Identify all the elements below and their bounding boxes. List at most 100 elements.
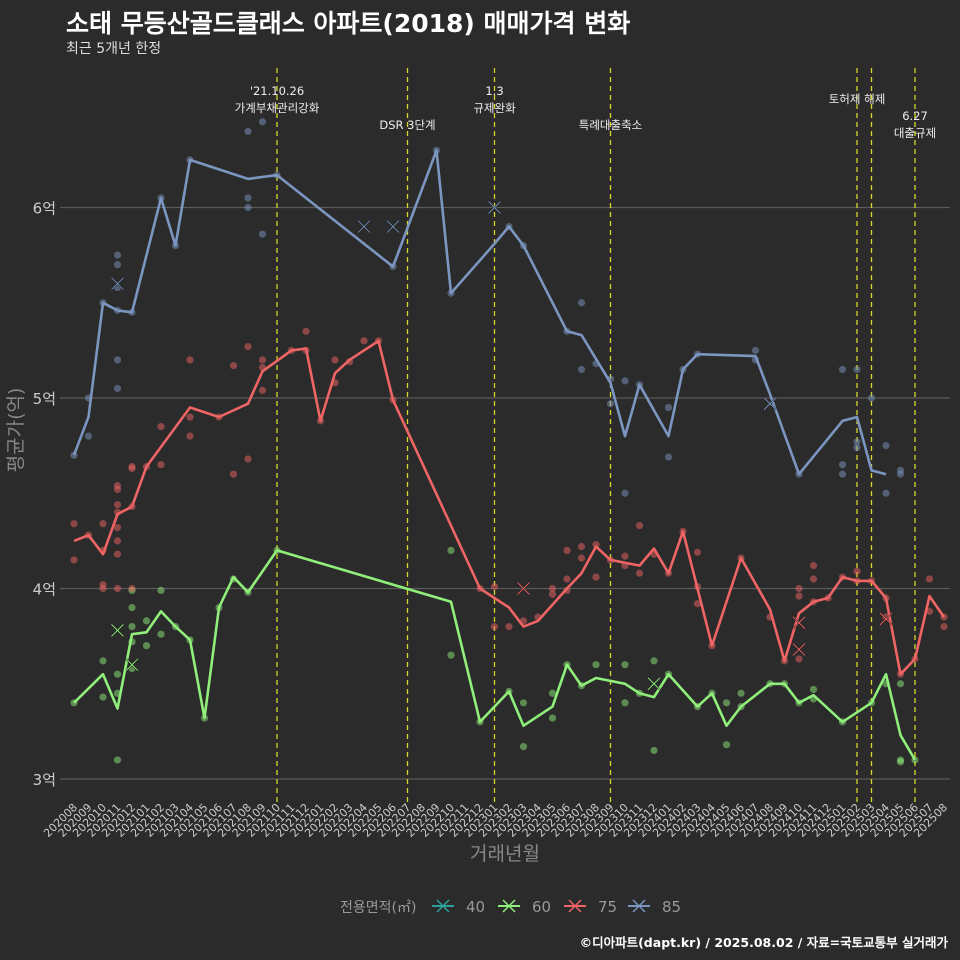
chart-subtitle: 최근 5개년 한정	[66, 41, 162, 57]
data-point-85	[867, 394, 876, 402]
data-point-85	[113, 251, 122, 259]
cancelled-marker-85	[386, 219, 400, 234]
data-point-75	[128, 584, 136, 593]
cancelled-marker-75	[792, 642, 806, 657]
data-point-75	[244, 455, 252, 463]
data-point-60	[650, 746, 658, 755]
data-point-75	[113, 584, 122, 593]
cancelled-marker-85	[357, 219, 371, 234]
y-tick-label: 5억	[33, 390, 56, 408]
chart-title: 소태 무등산골드클래스 아파트(2018) 매매가격 변화	[66, 9, 631, 38]
data-point-60	[128, 623, 136, 631]
data-point-60	[113, 670, 122, 678]
data-point-85	[882, 489, 890, 497]
data-point-85	[244, 203, 252, 212]
y-axis-label: 평균가(억)	[5, 388, 27, 473]
data-point-75	[186, 356, 194, 364]
data-point-75	[809, 575, 818, 583]
cancelled-stroke	[357, 220, 371, 233]
cancelled-stroke	[386, 220, 400, 233]
data-point-85	[664, 403, 673, 412]
cancelled-stroke	[792, 643, 806, 656]
data-point-85	[258, 230, 267, 238]
data-point-75	[229, 470, 238, 478]
y-tick-label: 3억	[33, 771, 56, 789]
legend-swatch-x	[502, 899, 516, 913]
data-point-60	[722, 741, 731, 749]
data-point-75	[157, 461, 165, 469]
data-point-60	[896, 680, 905, 688]
data-point-85	[113, 261, 122, 269]
event-label: 6.27	[902, 109, 928, 123]
data-point-75	[548, 590, 557, 598]
data-point-75	[490, 623, 499, 631]
data-point-60	[113, 756, 122, 764]
data-point-75	[113, 537, 122, 545]
event-label: 특례대출축소	[579, 118, 642, 132]
data-point-75	[113, 523, 122, 532]
data-point-75	[113, 550, 122, 558]
data-point-75	[70, 556, 78, 564]
data-point-75	[693, 548, 702, 556]
data-point-75	[331, 356, 339, 364]
cancelled-marker-75	[516, 581, 531, 596]
data-point-75	[244, 342, 252, 351]
data-point-85	[606, 400, 615, 408]
cancelled-marker-85	[763, 397, 777, 411]
cancelled-marker-60	[647, 677, 661, 691]
source-footer: ©디아파트(dapt.kr) / 2025.08.02 / 자료=국토교통부 실…	[579, 935, 948, 950]
series-line-85	[72, 149, 887, 476]
data-point-85	[113, 356, 122, 364]
data-point-75	[795, 655, 803, 663]
data-point-85	[896, 470, 905, 478]
y-tick-label: 6억	[33, 200, 56, 218]
data-point-85	[853, 443, 861, 452]
data-point-85	[751, 346, 760, 354]
event-label: 가계부채관리강화	[235, 101, 320, 115]
data-point-60	[621, 699, 629, 707]
event-label: 규제완화	[473, 101, 516, 115]
cancelled-stroke	[763, 397, 777, 411]
data-point-60	[99, 693, 107, 701]
data-point-75	[548, 584, 557, 593]
legend-label: 75	[598, 898, 617, 916]
data-point-60	[722, 699, 731, 707]
data-point-75	[99, 581, 107, 589]
data-point-60	[519, 699, 528, 707]
legend-swatch-x	[632, 899, 646, 913]
data-point-75	[621, 552, 629, 560]
cancelled-marker-75	[879, 612, 893, 626]
data-point-75	[563, 546, 571, 555]
legend-swatch-x	[436, 899, 450, 913]
data-point-75	[186, 432, 194, 440]
data-point-75	[809, 562, 818, 570]
cancelled-marker-85	[110, 277, 125, 291]
event-label: DSR 3단계	[379, 118, 435, 132]
data-point-75	[592, 573, 600, 581]
cancelled-stroke	[517, 582, 530, 595]
data-point-75	[592, 541, 600, 549]
legend-label: 40	[466, 898, 485, 916]
data-point-75	[128, 464, 136, 473]
legend-label: 85	[662, 898, 681, 916]
cancelled-marker-85	[487, 200, 502, 215]
cancelled-marker-75	[792, 616, 806, 630]
data-point-75	[490, 582, 499, 591]
cancelled-stroke	[488, 201, 501, 214]
data-point-60	[142, 617, 151, 625]
series-line-60	[73, 549, 917, 761]
event-label: 토허제 해제	[829, 92, 886, 106]
data-point-75	[577, 554, 586, 562]
data-point-75	[302, 327, 310, 335]
data-point-75	[99, 520, 107, 528]
data-point-60	[592, 661, 600, 669]
event-label: 대출규제	[894, 126, 936, 140]
data-point-85	[577, 365, 586, 374]
data-point-85	[577, 299, 586, 307]
data-point-75	[795, 592, 803, 600]
data-point-75	[925, 575, 934, 583]
legend-label: 60	[532, 898, 551, 916]
event-label: 1.3	[485, 84, 503, 98]
data-point-60	[157, 586, 165, 595]
